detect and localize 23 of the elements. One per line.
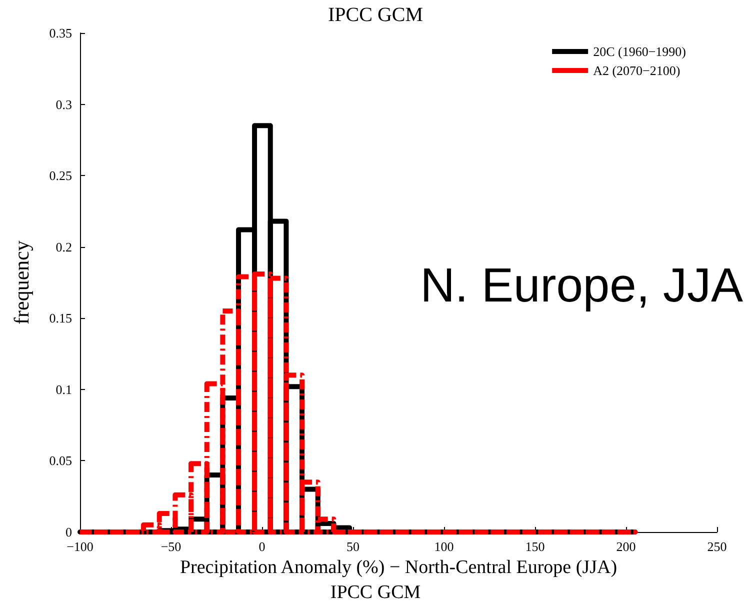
x-tick-label: 0 — [258, 539, 266, 554]
annotation: N. Europe, JJA — [420, 260, 744, 312]
x-tick-label: 200 — [616, 539, 636, 554]
y-tick-label: 0.05 — [49, 453, 72, 468]
x-tick-label: 50 — [346, 539, 360, 554]
y-tick-label: 0 — [66, 524, 72, 540]
text: IPCC GCM — [330, 582, 421, 603]
chart-title: IPCC GCM — [328, 4, 424, 26]
y-tick-label: 0.1 — [56, 382, 72, 397]
legend-label: A2 (2070−2100) — [593, 63, 680, 78]
x-tick-label: 150 — [525, 539, 545, 554]
y-tick-label: 0.35 — [49, 26, 72, 40]
x-tick-label: 250 — [707, 539, 727, 554]
y-tick-label: 0.2 — [56, 239, 72, 254]
x-tick-label: −50 — [160, 539, 182, 554]
x-axis-title: Precipitation Anomaly (%) − North-Central Europe (JJA) — [180, 556, 618, 578]
y-axis-title: frequency — [10, 240, 34, 324]
x-tick-label: 100 — [434, 539, 454, 554]
legend-label: 20C (1960−1990) — [593, 44, 686, 59]
y-tick-label: 0.25 — [49, 168, 72, 184]
y-tick-label: 0.3 — [56, 96, 72, 112]
x-tick-label: −100 — [66, 539, 94, 554]
y-tick-label: 0.15 — [49, 310, 72, 326]
